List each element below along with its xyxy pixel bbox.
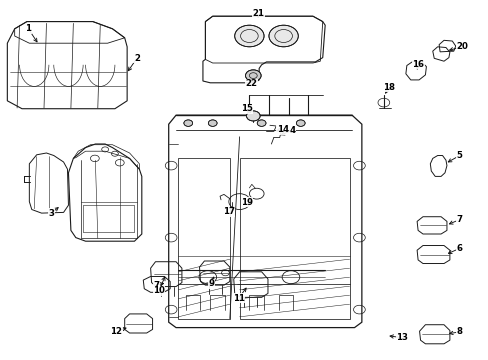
Text: 16: 16 [411, 60, 423, 69]
Text: 12: 12 [110, 327, 122, 336]
Text: 18: 18 [382, 83, 394, 91]
Text: 1: 1 [25, 24, 31, 33]
Circle shape [268, 25, 298, 47]
Text: 11: 11 [232, 294, 244, 302]
Circle shape [245, 70, 261, 81]
Circle shape [246, 111, 260, 121]
Text: 7: 7 [153, 281, 159, 289]
Text: 6: 6 [456, 244, 462, 253]
Text: 5: 5 [456, 151, 462, 160]
Text: 20: 20 [455, 42, 467, 51]
Circle shape [257, 120, 265, 126]
Text: 14: 14 [276, 125, 288, 134]
Text: 17: 17 [223, 207, 234, 216]
Text: 19: 19 [241, 198, 252, 207]
Text: 10: 10 [153, 287, 164, 295]
Text: 15: 15 [241, 104, 252, 113]
Text: 21: 21 [252, 9, 264, 18]
Text: 22: 22 [245, 79, 257, 88]
Circle shape [208, 120, 217, 126]
Text: 7: 7 [456, 215, 462, 224]
Circle shape [296, 120, 305, 126]
Text: 9: 9 [208, 279, 214, 288]
Text: 13: 13 [395, 333, 407, 342]
Text: 2: 2 [134, 54, 140, 63]
Text: 4: 4 [289, 126, 295, 135]
Text: 3: 3 [48, 209, 54, 217]
Circle shape [234, 25, 264, 47]
Circle shape [183, 120, 192, 126]
Text: 8: 8 [456, 328, 462, 336]
